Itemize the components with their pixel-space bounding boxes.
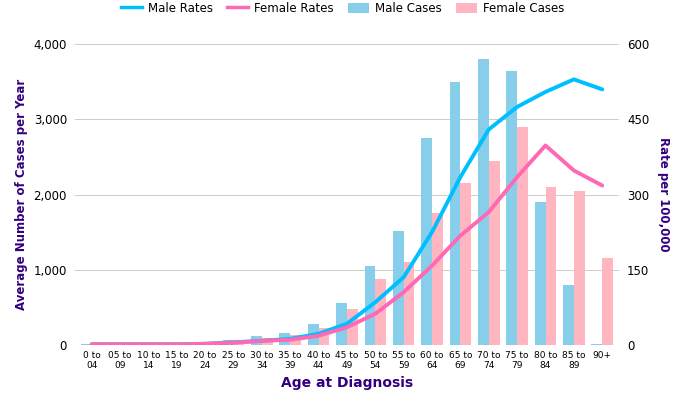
Bar [506, 70, 517, 345]
Male Rates [116, 342, 124, 347]
Bar [545, 187, 556, 345]
Male Rates [258, 338, 266, 343]
Bar [336, 303, 347, 345]
Female Rates [399, 290, 408, 295]
Bar [279, 333, 290, 345]
Bar [535, 202, 545, 345]
Bar [489, 161, 499, 345]
Male Rates [145, 342, 153, 347]
Bar [517, 127, 528, 345]
Female Rates [428, 263, 436, 268]
Bar [205, 344, 216, 345]
Line: Male Rates: Male Rates [92, 79, 602, 344]
Bar [347, 309, 358, 345]
Bar [449, 82, 460, 345]
Female Rates [485, 210, 493, 215]
Bar [195, 344, 205, 345]
Female Rates [286, 337, 295, 342]
Male Rates [428, 230, 436, 234]
Female Rates [145, 342, 153, 347]
Female Rates [314, 333, 323, 338]
Bar [421, 138, 432, 345]
Bar [364, 266, 375, 345]
Female Rates [258, 338, 266, 343]
Male Rates [570, 77, 578, 82]
Bar [563, 285, 574, 345]
Bar [432, 213, 443, 345]
Female Rates [201, 341, 209, 346]
Y-axis label: Average Number of Cases per Year: Average Number of Cases per Year [15, 79, 28, 310]
Male Rates [598, 87, 606, 92]
Male Rates [173, 342, 181, 347]
Bar [375, 279, 386, 345]
Female Rates [116, 342, 124, 347]
X-axis label: Age at Diagnosis: Age at Diagnosis [281, 376, 413, 390]
Bar [319, 328, 329, 345]
Bar [251, 336, 262, 345]
Bar [403, 262, 414, 345]
Male Rates [201, 341, 209, 346]
Male Rates [371, 300, 379, 305]
Bar [478, 59, 489, 345]
Bar [234, 343, 245, 345]
Female Rates [342, 325, 351, 330]
Bar [262, 338, 273, 345]
Female Rates [88, 342, 96, 347]
Male Rates [342, 321, 351, 326]
Male Rates [88, 342, 96, 347]
Male Rates [229, 340, 238, 345]
Bar [602, 258, 613, 345]
Y-axis label: Rate per 100,000: Rate per 100,000 [657, 137, 670, 252]
Female Rates [570, 168, 578, 173]
Female Rates [229, 340, 238, 345]
Female Rates [598, 183, 606, 188]
Bar [308, 324, 319, 345]
Bar [223, 340, 234, 345]
Bar [574, 191, 585, 345]
Female Rates [541, 143, 549, 148]
Female Rates [371, 311, 379, 316]
Male Rates [286, 337, 295, 341]
Legend: Male Rates, Female Rates, Male Cases, Female Cases: Male Rates, Female Rates, Male Cases, Fe… [121, 2, 564, 15]
Male Rates [485, 127, 493, 132]
Female Rates [456, 233, 464, 238]
Female Rates [173, 342, 181, 347]
Female Rates [513, 175, 521, 179]
Bar [290, 335, 301, 345]
Male Rates [456, 175, 464, 179]
Male Rates [513, 104, 521, 109]
Male Rates [399, 275, 408, 279]
Bar [393, 230, 403, 345]
Line: Female Rates: Female Rates [92, 145, 602, 344]
Bar [460, 183, 471, 345]
Male Rates [314, 331, 323, 336]
Male Rates [541, 90, 549, 94]
